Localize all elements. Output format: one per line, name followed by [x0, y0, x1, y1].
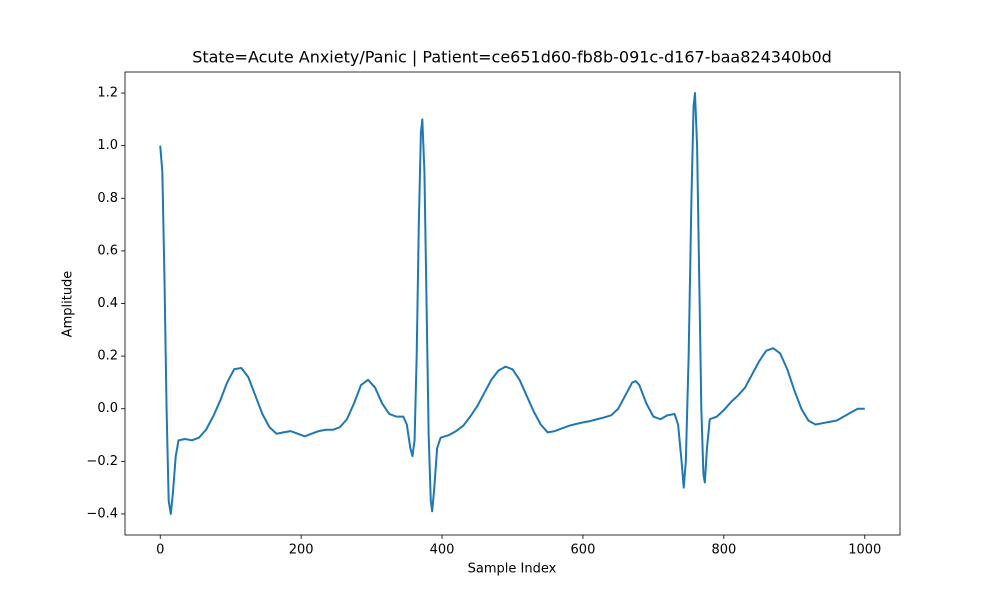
y-tick-label: 0.2: [97, 349, 118, 364]
x-tick-label: 200: [289, 543, 314, 558]
chart-title: State=Acute Anxiety/Panic | Patient=ce65…: [192, 48, 832, 67]
y-tick-label: 1.0: [97, 138, 118, 153]
y-tick-label: 0.8: [97, 191, 118, 206]
y-tick-label: 1.2: [97, 86, 118, 101]
y-axis-label: Amplitude: [61, 271, 76, 338]
x-tick-label: 600: [571, 543, 596, 558]
plot-frame: [124, 71, 901, 536]
x-tick-label: 400: [430, 543, 455, 558]
x-axis-label: Sample Index: [468, 562, 557, 577]
line-series: [159, 92, 865, 515]
x-tick-label: 800: [711, 543, 736, 558]
y-tick-label: 0.4: [97, 296, 118, 311]
x-tick-label: 0: [156, 543, 164, 558]
y-tick-label: 0.6: [97, 243, 118, 258]
y-tick-label: −0.4: [86, 506, 118, 521]
y-tick-label: 0.0: [97, 401, 118, 416]
x-tick-label: 1000: [848, 543, 881, 558]
y-tick-label: −0.2: [86, 454, 118, 469]
